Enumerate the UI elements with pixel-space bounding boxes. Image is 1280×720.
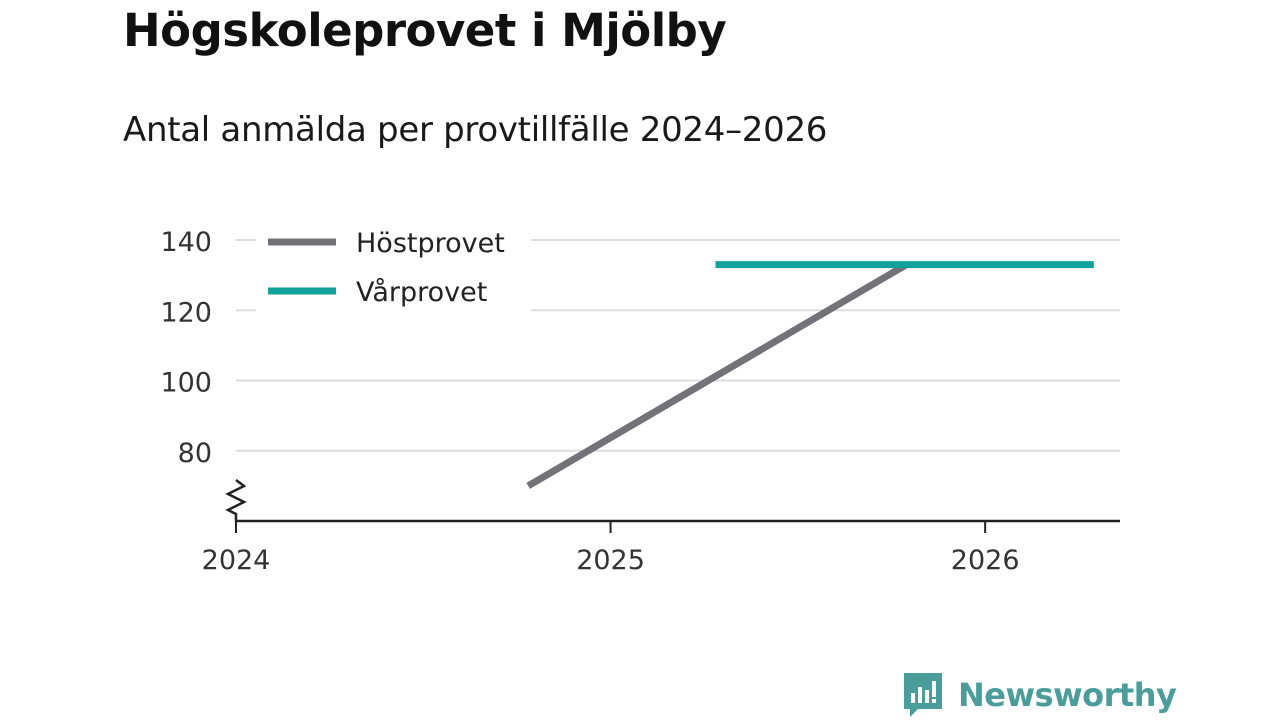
y-tick-label-100: 100 xyxy=(160,368,212,399)
x-tick-label-2024: 2024 xyxy=(202,545,271,576)
newsworthy-logo-icon xyxy=(904,673,942,717)
legend-background xyxy=(256,222,531,312)
newsworthy-brand: Newsworthy xyxy=(902,670,1177,720)
y-tick-label-80: 80 xyxy=(178,438,212,469)
series-line-hostprovet xyxy=(526,261,909,489)
page-title: Högskoleprovet i Mjölby xyxy=(123,4,727,57)
legend: Höstprovet Vårprovet xyxy=(256,222,531,312)
axes: 80 100 120 140 2024 2025 2026 xyxy=(160,227,1120,576)
y-tick-label-140: 140 xyxy=(160,227,212,258)
y-tick-label-120: 120 xyxy=(160,297,212,328)
legend-label-hostprovet: Höstprovet xyxy=(356,228,505,259)
series-lines xyxy=(526,261,1094,489)
chart-subtitle: Antal anmälda per provtillfälle 2024–202… xyxy=(123,110,828,150)
brand-name: Newsworthy xyxy=(958,676,1177,714)
legend-label-varprovet: Vårprovet xyxy=(356,277,487,308)
y-axis-break-marker xyxy=(225,479,247,521)
x-tick-label-2025: 2025 xyxy=(576,545,645,576)
x-tick-label-2026: 2026 xyxy=(951,545,1020,576)
